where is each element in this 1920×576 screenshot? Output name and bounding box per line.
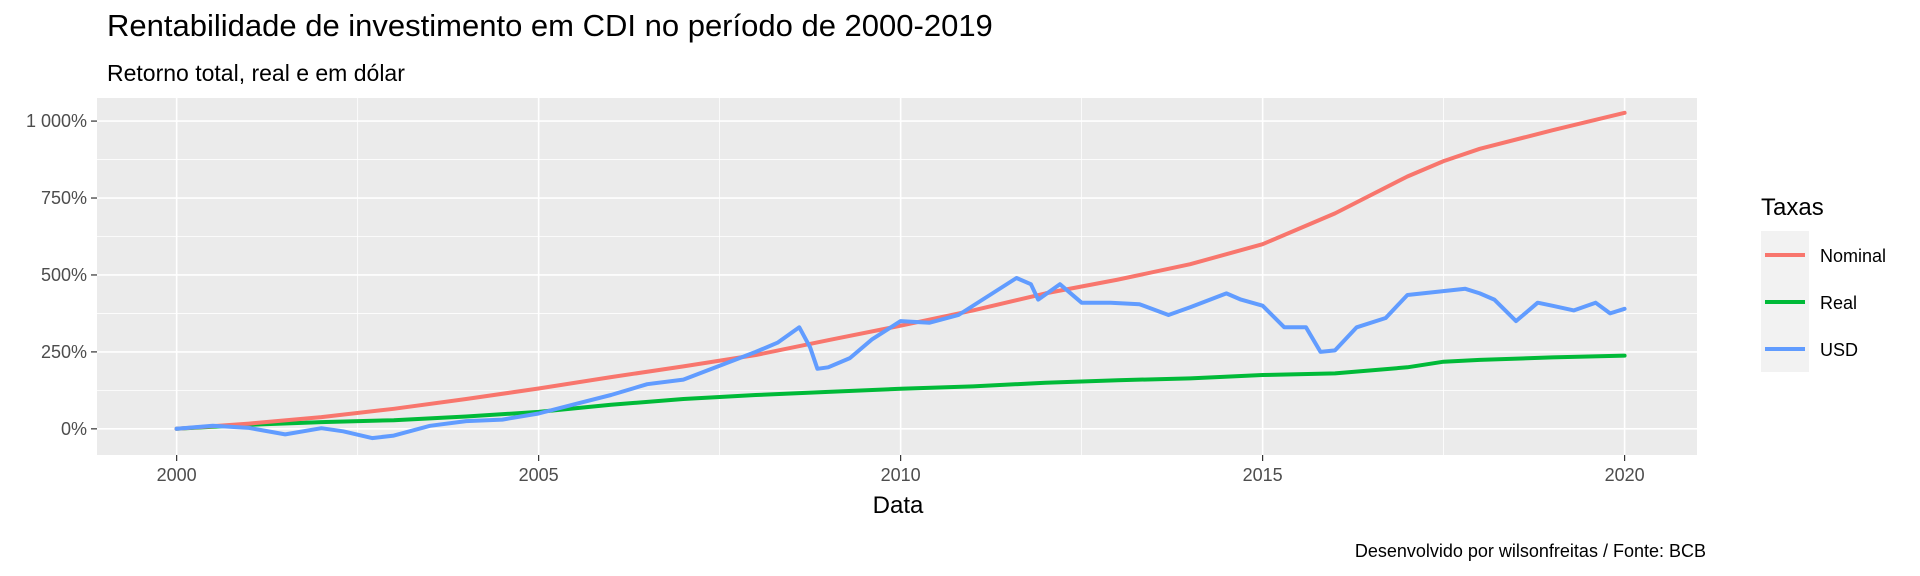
grid-major: [97, 98, 1697, 455]
y-axis: 0% 250% 500% 750% 1 000%: [26, 111, 97, 439]
y-tick-label: 500%: [41, 265, 87, 285]
x-tick-label: 2015: [1243, 465, 1283, 485]
y-tick-label: 1 000%: [26, 111, 87, 131]
legend-items: Nominal Real USD: [1765, 246, 1886, 360]
x-tick-label: 2020: [1605, 465, 1645, 485]
x-tick-label: 2005: [519, 465, 559, 485]
legend-label-nominal: Nominal: [1820, 246, 1886, 266]
legend: Taxas Nominal Real USD: [1761, 194, 1886, 372]
grid-minor: [97, 98, 1697, 455]
series-line-real: [174, 353, 1627, 431]
x-axis: 2000 2005 2010 2015 2020: [157, 455, 1645, 485]
x-tick-label: 2000: [157, 465, 197, 485]
chart-title: Rentabilidade de investimento em CDI no …: [107, 8, 993, 43]
chart-subtitle: Retorno total, real e em dólar: [107, 60, 405, 86]
y-tick-label: 0%: [61, 419, 87, 439]
x-tick-label: 2010: [881, 465, 921, 485]
y-tick-label: 250%: [41, 342, 87, 362]
legend-label-real: Real: [1820, 293, 1857, 313]
series-line-nominal: [174, 110, 1627, 431]
series-lines: [174, 110, 1627, 441]
caption: Desenvolvido por wilsonfreitas / Fonte: …: [1354, 541, 1706, 561]
legend-title: Taxas: [1761, 194, 1824, 221]
plot-panel: [97, 98, 1697, 455]
x-axis-title: Data: [873, 492, 924, 519]
legend-label-usd: USD: [1820, 340, 1858, 360]
series-line-usd: [174, 276, 1627, 441]
y-tick-label: 750%: [41, 188, 87, 208]
